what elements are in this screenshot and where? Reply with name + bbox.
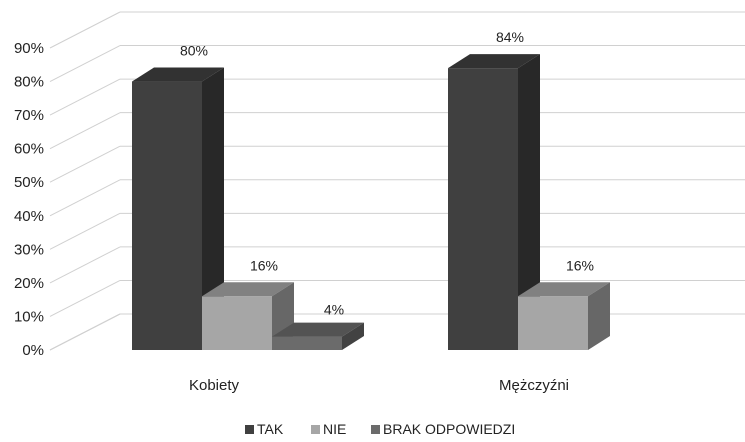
gridline-diag: [49, 279, 121, 317]
bar-top: [518, 282, 610, 297]
bars: [132, 54, 610, 351]
bar-brak-odpowiedzi-1: [272, 322, 364, 350]
gridline-diag: [49, 78, 121, 116]
bar-front: [272, 336, 342, 350]
bar-front: [132, 81, 202, 351]
legend-label: BRAK ODPOWIEDZI: [383, 421, 515, 437]
data-label: 4%: [324, 302, 344, 318]
y-tick-label: 80%: [14, 74, 44, 91]
gridline-diag: [49, 179, 121, 217]
gridline-diag: [49, 11, 121, 49]
y-tick-label: 20%: [14, 275, 44, 292]
legend-swatch: [245, 425, 254, 434]
bar-top: [272, 322, 364, 337]
legend-label: TAK: [257, 421, 284, 437]
bar-front: [448, 68, 518, 350]
bar-side: [202, 67, 224, 351]
data-label: 80%: [180, 43, 208, 59]
bar-front: [518, 296, 588, 350]
bar-side: [588, 282, 610, 350]
bar-front: [202, 296, 272, 350]
gridline-diag: [49, 112, 121, 150]
y-tick-label: 30%: [14, 241, 44, 258]
y-axis-ticks: 0% 10% 20% 30% 40% 50% 60% 70% 80% 90%: [14, 40, 44, 359]
category-label: Mężczyźni: [499, 377, 569, 394]
y-tick-label: 60%: [14, 141, 44, 158]
y-tick-label: 50%: [14, 174, 44, 191]
y-tick-label: 70%: [14, 107, 44, 124]
data-label: 16%: [566, 257, 594, 273]
gridline-diag: [49, 246, 121, 284]
y-tick-label: 0%: [22, 342, 44, 359]
gridline-diag: [49, 145, 121, 183]
gridline-diag: [49, 212, 121, 250]
bar-nie-2: [518, 282, 610, 350]
y-tick-label: 10%: [14, 308, 44, 325]
legend: TAK NIE BRAK ODPOWIEDZI: [245, 421, 515, 437]
bar-tak-1: [132, 67, 224, 351]
y-tick-label: 90%: [14, 40, 44, 57]
floor-line: [49, 313, 121, 351]
bar-top: [448, 54, 540, 69]
gridline-diag: [49, 45, 121, 83]
data-label: 84%: [496, 29, 524, 45]
legend-swatch: [311, 425, 320, 434]
gridlines: [49, 11, 745, 351]
data-label: 16%: [250, 257, 278, 273]
bar-tak-2: [448, 54, 540, 351]
data-labels: 80% 16% 4% 84% 16%: [180, 29, 594, 317]
category-label: Kobiety: [189, 377, 240, 394]
legend-label: NIE: [323, 421, 346, 437]
bar-side: [518, 54, 540, 351]
y-tick-label: 40%: [14, 208, 44, 225]
legend-swatch: [371, 425, 380, 434]
bar-top: [202, 282, 294, 297]
bar-side: [342, 322, 364, 350]
bar-top: [132, 67, 224, 82]
x-axis-categories: Kobiety Mężczyźni: [189, 377, 569, 394]
